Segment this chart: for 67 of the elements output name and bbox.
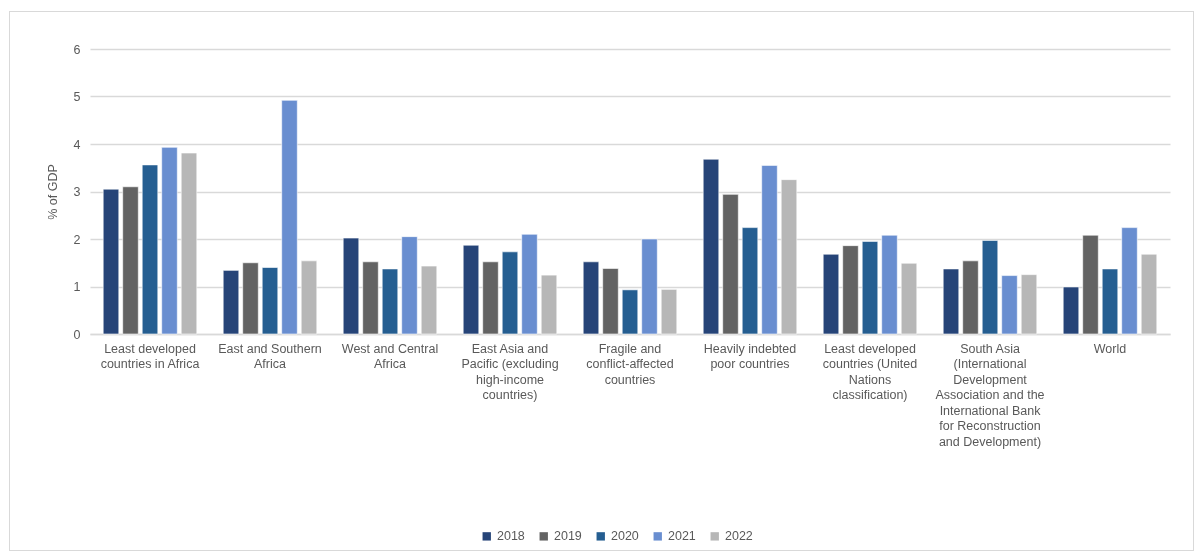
x-tick-label: East Asia and Pacific (excluding high-income countries) (461, 341, 559, 402)
bar (242, 262, 259, 335)
y-tick-label: 0 (73, 327, 81, 342)
bar (122, 186, 139, 335)
bar (420, 265, 438, 335)
bar (722, 194, 739, 335)
bar (582, 261, 600, 335)
bar (900, 262, 918, 335)
bar (1001, 275, 1018, 335)
x-tick-label: World (1093, 341, 1127, 356)
bar (1121, 227, 1138, 335)
bar (141, 164, 159, 335)
y-axis-title: % of GDP (45, 164, 60, 220)
legend-label: 2018 (496, 529, 525, 544)
bar (602, 268, 619, 335)
bar (521, 233, 538, 335)
legend-label: 2022 (724, 529, 753, 544)
y-tick-label: 2 (73, 232, 81, 247)
y-tick-label: 5 (73, 90, 81, 104)
bar (962, 260, 979, 335)
bar (1082, 234, 1099, 335)
bar (861, 241, 879, 335)
bar (102, 188, 120, 335)
bar (501, 251, 519, 335)
bar (281, 100, 298, 335)
x-tick-label: South Asia (International Development Association and the International Bank for Reconstruction and Development) (935, 341, 1045, 449)
bar (761, 165, 778, 335)
bar (462, 244, 480, 335)
bar (822, 253, 840, 335)
bar (942, 268, 960, 335)
x-tick-label: East and Southern Africa (218, 341, 322, 371)
x-tick-label: West and Central Africa (341, 341, 439, 371)
x-tick-label: Least developed countries (United Nations classification) (822, 341, 918, 402)
bar (222, 270, 240, 335)
bar (300, 260, 318, 335)
bar (641, 238, 658, 335)
bar (780, 179, 798, 335)
bar (981, 240, 999, 335)
y-tick-label: 3 (73, 185, 81, 199)
bar (381, 268, 399, 335)
bar (261, 267, 279, 335)
y-tick-label: 6 (73, 42, 81, 57)
bar (702, 158, 720, 335)
bar (401, 236, 418, 335)
bar (342, 237, 360, 335)
bar (660, 289, 678, 335)
x-tick-label: Fragile and conflict-affected countries (586, 341, 674, 387)
bar (482, 261, 499, 335)
bar (362, 261, 379, 335)
legend-label: 2020 (610, 529, 639, 544)
y-tick-label: 4 (73, 137, 81, 152)
bar (540, 274, 558, 335)
bar (1101, 268, 1119, 335)
legend-label: 2019 (553, 529, 582, 544)
bar (621, 289, 639, 335)
bar (741, 227, 759, 335)
legend-label: 2021 (667, 529, 696, 544)
x-tick-label: Least developed countries in Africa (100, 341, 200, 371)
y-tick-label: 1 (73, 280, 81, 294)
bar (1020, 274, 1038, 335)
bar (161, 147, 178, 335)
bar (1062, 286, 1080, 335)
bar (881, 234, 898, 335)
bar (1140, 253, 1158, 335)
bar (842, 245, 859, 335)
bar (180, 152, 198, 335)
x-tick-label: Heavily indebted poor countries (703, 341, 797, 371)
